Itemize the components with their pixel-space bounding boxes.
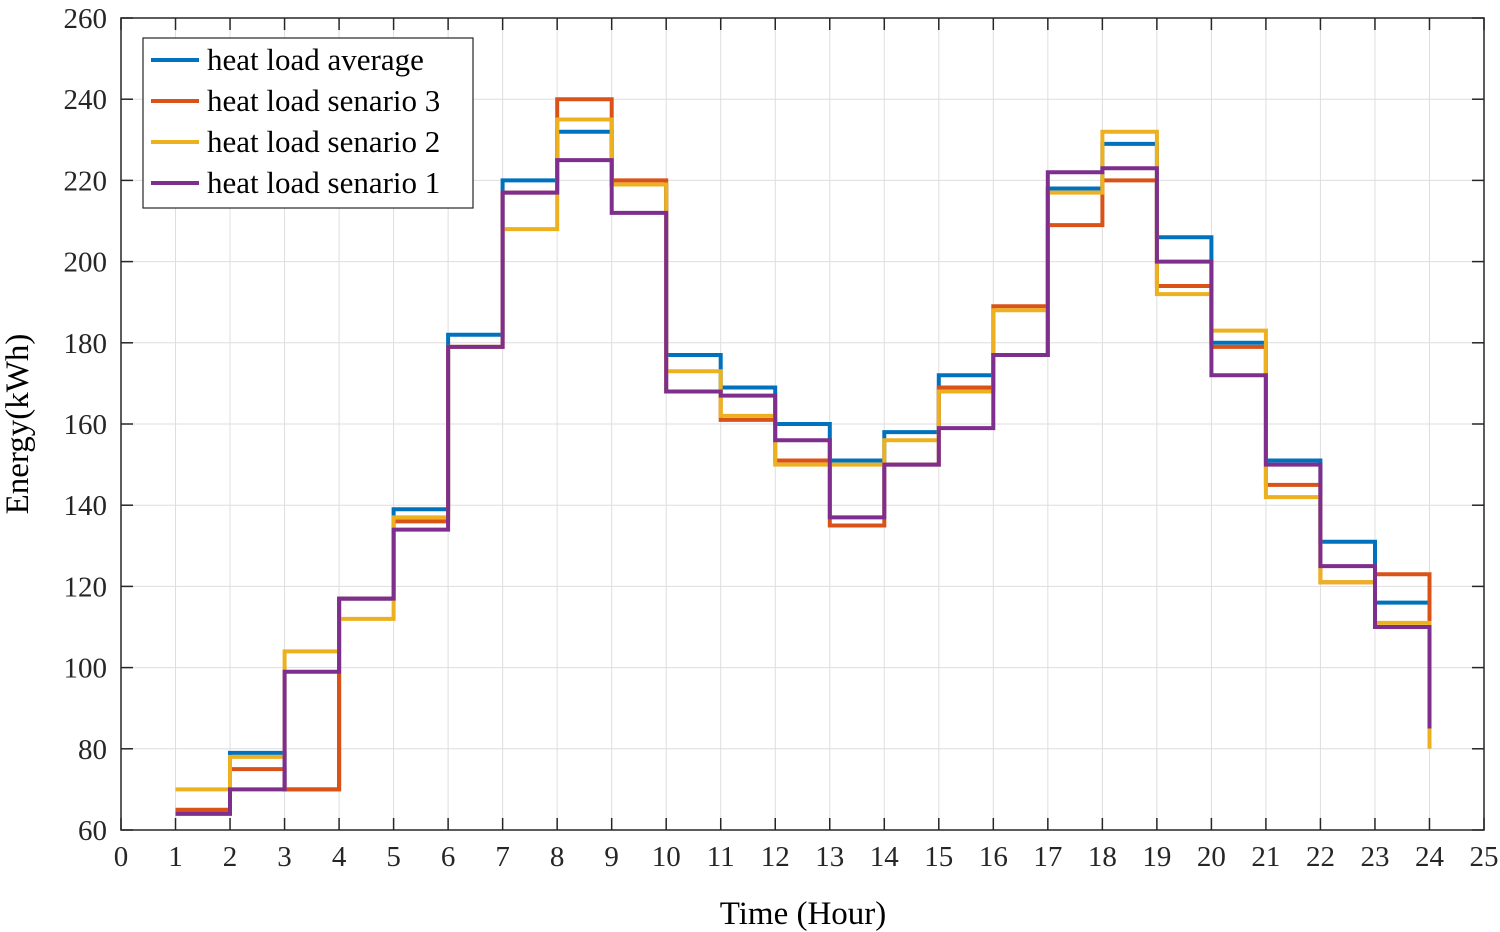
x-tick-label: 11 <box>707 841 735 873</box>
x-tick-label: 16 <box>979 841 1008 873</box>
legend-box <box>142 37 474 209</box>
x-tick-label: 1 <box>168 841 183 873</box>
series-line-4 <box>175 158 1432 816</box>
series-lines <box>175 97 1432 816</box>
y-tick-label: 80 <box>78 734 107 766</box>
y-tick-label: 160 <box>64 409 108 441</box>
x-tick-label: 17 <box>1033 841 1062 873</box>
x-tick-label: 23 <box>1360 841 1389 873</box>
x-tick-label: 19 <box>1142 841 1171 873</box>
y-tick-label: 180 <box>64 328 108 360</box>
series-line-1 <box>175 129 1432 816</box>
axis-ticks: 0 1 2 3 4 5 6 7 8 9 10 11 12 13 14 15 16 17 18 19 20 21 22 23 24… <box>64 3 1499 873</box>
x-tick-label: 6 <box>441 841 456 873</box>
y-tick-label: 220 <box>64 165 108 197</box>
x-tick-label: 18 <box>1088 841 1117 873</box>
legend-label: heat load senario 3 <box>207 83 440 118</box>
y-tick-label: 240 <box>64 84 108 116</box>
x-tick-label: 12 <box>761 841 790 873</box>
x-tick-label: 0 <box>114 841 129 873</box>
x-tick-label: 9 <box>604 841 619 873</box>
x-tick-label: 10 <box>652 841 681 873</box>
legend-label: heat load average <box>207 42 424 77</box>
x-tick-label: 14 <box>870 841 900 873</box>
x-tick-label: 7 <box>495 841 510 873</box>
y-tick-label: 120 <box>64 571 108 603</box>
legend: heat load average heat load senario 3 heat… <box>142 37 474 209</box>
x-tick-label: 25 <box>1470 841 1499 873</box>
y-tick-label: 140 <box>64 490 108 522</box>
x-tick-label: 20 <box>1197 841 1226 873</box>
x-tick-label: 8 <box>550 841 565 873</box>
x-tick-label: 5 <box>386 841 401 873</box>
legend-label: heat load senario 2 <box>207 124 440 159</box>
y-tick-label: 200 <box>64 247 108 279</box>
series-line-3 <box>175 117 1432 792</box>
x-tick-label: 15 <box>924 841 953 873</box>
x-tick-label: 24 <box>1415 841 1445 873</box>
x-tick-label: 2 <box>223 841 238 873</box>
x-tick-label: 3 <box>277 841 292 873</box>
y-axis-label: Energy(kWh) <box>0 334 36 515</box>
y-tick-label: 100 <box>64 653 108 685</box>
legend-label: heat load senario 1 <box>207 165 440 200</box>
x-tick-label: 4 <box>332 841 347 873</box>
x-tick-label: 22 <box>1306 841 1335 873</box>
x-tick-label: 21 <box>1251 841 1280 873</box>
y-tick-label: 260 <box>64 3 108 35</box>
x-axis-label: Time (Hour) <box>720 896 887 932</box>
x-tick-label: 13 <box>815 841 844 873</box>
y-tick-label: 60 <box>78 815 107 847</box>
